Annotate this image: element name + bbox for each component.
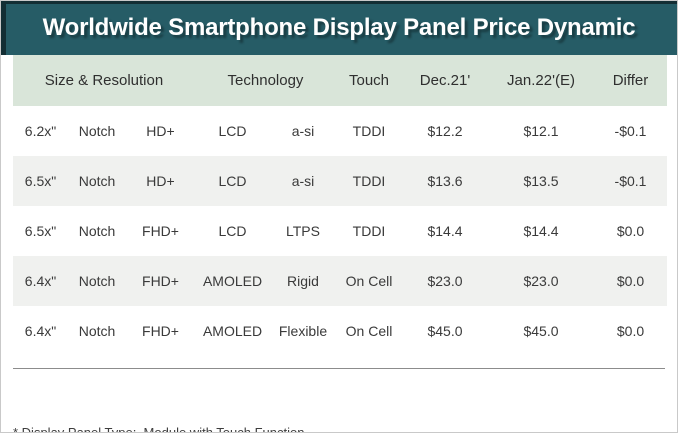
column-header: Jan.22'(E)	[507, 72, 575, 89]
table-cell: -$0.1	[614, 123, 647, 139]
table-cell: $45.0	[523, 323, 559, 339]
table-cell: 6.4x"	[24, 273, 57, 289]
table-cell: 6.5x"	[24, 173, 57, 189]
table-cell: $23.0	[523, 273, 559, 289]
table-cell: $45.0	[427, 323, 463, 339]
table-cell: On Cell	[345, 273, 393, 289]
table-cell: 6.4x"	[24, 323, 57, 339]
table-cell: FHD+	[142, 223, 179, 239]
table-cell: FHD+	[142, 273, 179, 289]
table-cell: HD+	[146, 123, 175, 139]
table-cell: $13.5	[523, 173, 559, 189]
table-cell: $0.0	[616, 273, 645, 289]
table-cell: Flexible	[278, 323, 328, 339]
table-row: 6.5x" Notch FHD+ LCD LTPS TDDI $14.4 $14.4 $0.0	[13, 206, 667, 256]
table-cell: AMOLED	[202, 273, 263, 289]
footnotes: * Display Panel Type: Module with Touch …	[13, 378, 305, 433]
table-cell: $12.2	[427, 123, 463, 139]
table-cell: Notch	[78, 273, 116, 289]
footnote-panel-type: * Display Panel Type: Module with Touch …	[13, 425, 305, 433]
table-cell: $12.1	[523, 123, 559, 139]
table-cell: $14.4	[427, 223, 463, 239]
price-table: Size & Resolution Technology Touch Dec.21' J…	[13, 55, 667, 356]
title-bar: Worldwide Smartphone Display Panel Price…	[1, 1, 677, 55]
table-body: 6.2x" Notch HD+ LCD a-si TDDI $12.2 $12.1 -$0.1 6…	[13, 106, 667, 356]
table-cell: a-si	[291, 173, 315, 189]
table-cell: LCD	[218, 123, 247, 139]
table-cell: TDDI	[352, 223, 386, 239]
table-cell: $13.6	[427, 173, 463, 189]
table-cell: $0.0	[616, 323, 645, 339]
table-cell: Notch	[78, 223, 116, 239]
table-cell: TDDI	[352, 123, 386, 139]
table-cell: HD+	[146, 173, 175, 189]
column-header: Dec.21'	[419, 72, 471, 89]
column-header: Size & Resolution	[44, 72, 164, 89]
table-cell: Notch	[78, 173, 116, 189]
table-cell: TDDI	[352, 173, 386, 189]
table-cell: -$0.1	[614, 173, 647, 189]
table-cell: $14.4	[523, 223, 559, 239]
column-header: Technology	[227, 72, 304, 89]
table-cell: LCD	[218, 223, 247, 239]
table-header-row: Size & Resolution Technology Touch Dec.21' J…	[13, 55, 667, 106]
column-header: Differ	[612, 72, 649, 89]
table-cell: FHD+	[142, 323, 179, 339]
table-cell: $0.0	[616, 223, 645, 239]
table-cell: AMOLED	[202, 323, 263, 339]
table-cell: Notch	[78, 323, 116, 339]
footer-divider	[13, 368, 665, 369]
table-cell: 6.5x"	[24, 223, 57, 239]
table-cell: a-si	[291, 123, 315, 139]
table-row: 6.2x" Notch HD+ LCD a-si TDDI $12.2 $12.1 -$0.1	[13, 106, 667, 156]
table-cell: Notch	[78, 123, 116, 139]
table-row: 6.4x" Notch FHD+ AMOLED Rigid On Cell $23.0 $23…	[13, 256, 667, 306]
page-title: Worldwide Smartphone Display Panel Price…	[42, 14, 636, 41]
table-cell: 6.2x"	[24, 123, 57, 139]
table-cell: On Cell	[345, 323, 393, 339]
table-cell: LCD	[218, 173, 247, 189]
table-cell: LTPS	[286, 223, 320, 239]
footer: * Display Panel Type: Module with Touch …	[1, 369, 677, 433]
table-row: 6.4x" Notch FHD+ AMOLED Flexible On Cell $45.0…	[13, 306, 667, 356]
table-row: 6.5x" Notch HD+ LCD a-si TDDI $13.6 $13.5 -$0.1	[13, 156, 667, 206]
column-header: Touch	[348, 72, 390, 89]
table-cell: Rigid	[287, 273, 319, 289]
table-cell: $23.0	[427, 273, 463, 289]
